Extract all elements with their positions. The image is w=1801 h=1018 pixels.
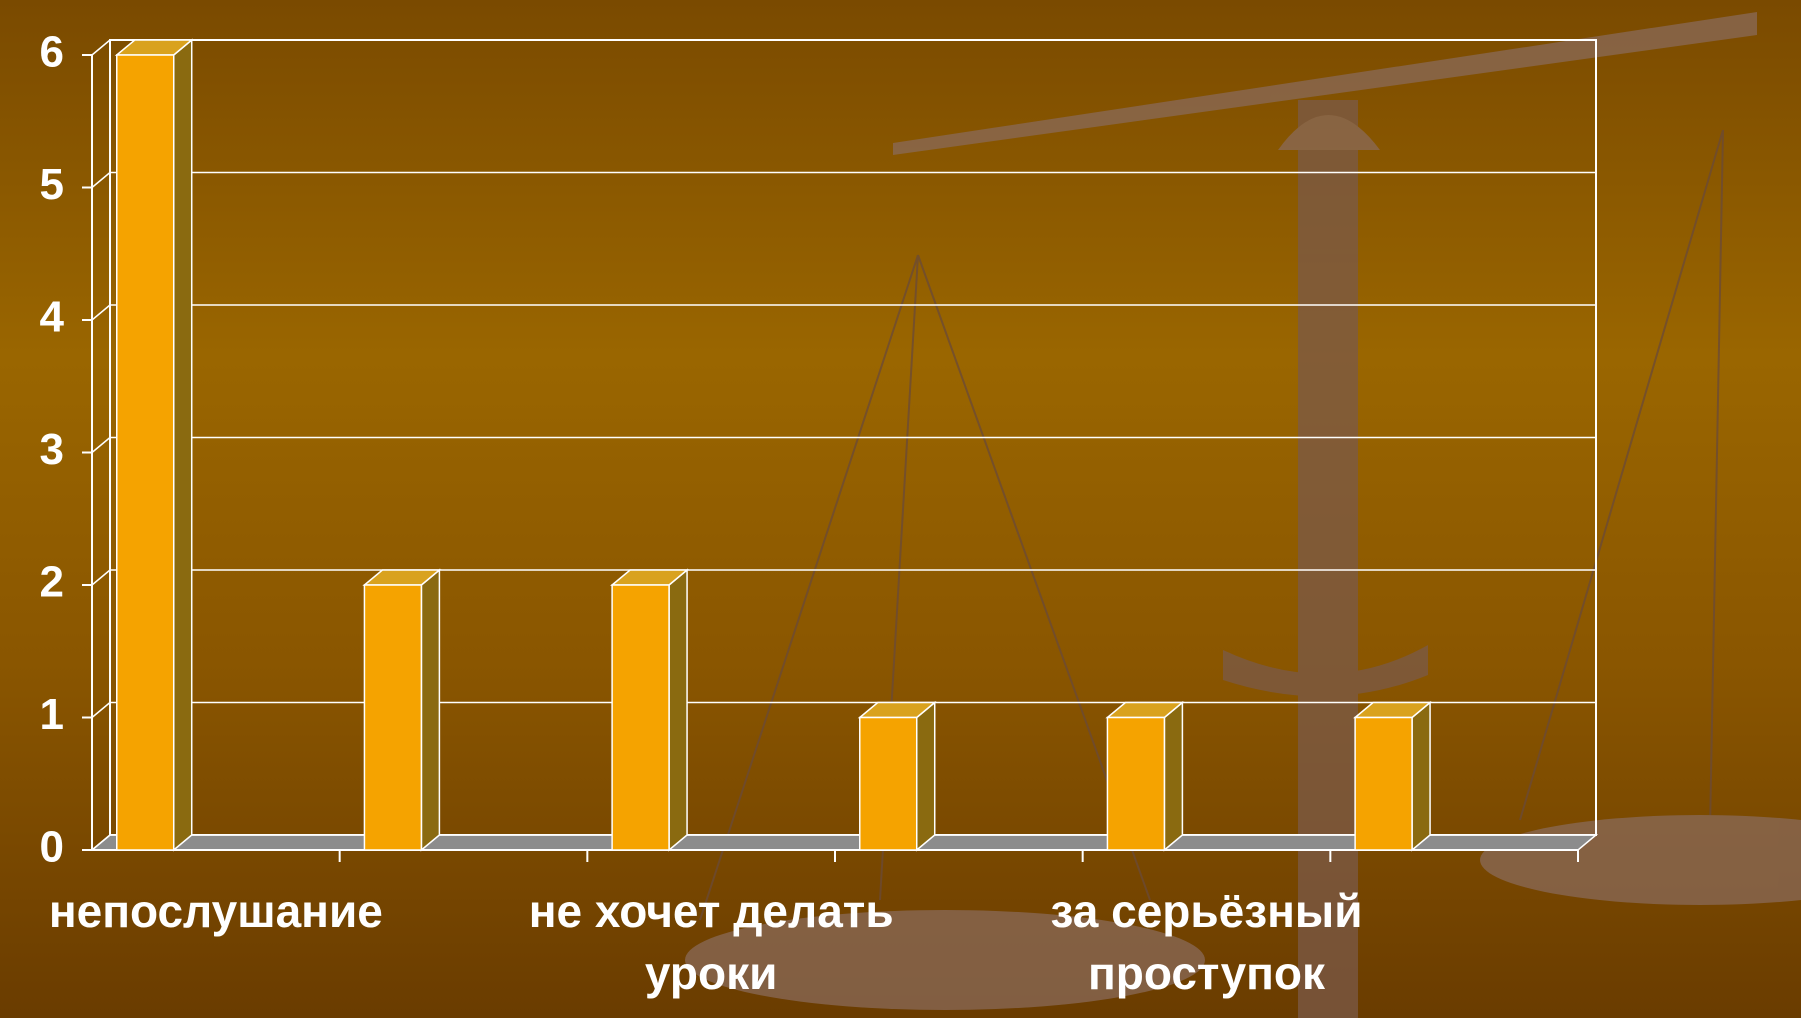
bar-side bbox=[421, 570, 439, 850]
slide: 0 1 2 3 4 5 6 непослушание не хочет делать урок… bbox=[0, 0, 1801, 1018]
bar bbox=[1355, 718, 1412, 851]
chart: 0 1 2 3 4 5 6 bbox=[0, 0, 1801, 1018]
side-grid bbox=[92, 305, 110, 320]
bar bbox=[1107, 718, 1164, 851]
y-tick-label: 5 bbox=[40, 160, 64, 209]
y-tick-label: 1 bbox=[40, 690, 64, 739]
y-tick-label: 0 bbox=[40, 823, 64, 872]
side-grid bbox=[92, 173, 110, 188]
y-tick-label: 6 bbox=[40, 28, 64, 77]
side-grid bbox=[92, 570, 110, 585]
x-tick-label: за серьёзный проступок bbox=[1007, 880, 1407, 1004]
y-tick-label: 4 bbox=[40, 293, 65, 342]
bar bbox=[117, 55, 174, 850]
y-tick-label: 3 bbox=[40, 425, 64, 474]
bar-side bbox=[174, 40, 192, 850]
bar-side bbox=[669, 570, 687, 850]
bar bbox=[364, 585, 421, 850]
x-tick-label: непослушание bbox=[16, 880, 416, 942]
x-tick-label: не хочет делать уроки bbox=[511, 880, 911, 1004]
side-grid bbox=[92, 40, 110, 55]
bar-side bbox=[917, 703, 935, 851]
side-grid bbox=[92, 703, 110, 718]
bar-side bbox=[1412, 703, 1430, 851]
bar-side bbox=[1164, 703, 1182, 851]
side-grid bbox=[92, 438, 110, 453]
y-tick-label: 2 bbox=[40, 558, 64, 607]
bar bbox=[612, 585, 669, 850]
bar bbox=[860, 718, 917, 851]
